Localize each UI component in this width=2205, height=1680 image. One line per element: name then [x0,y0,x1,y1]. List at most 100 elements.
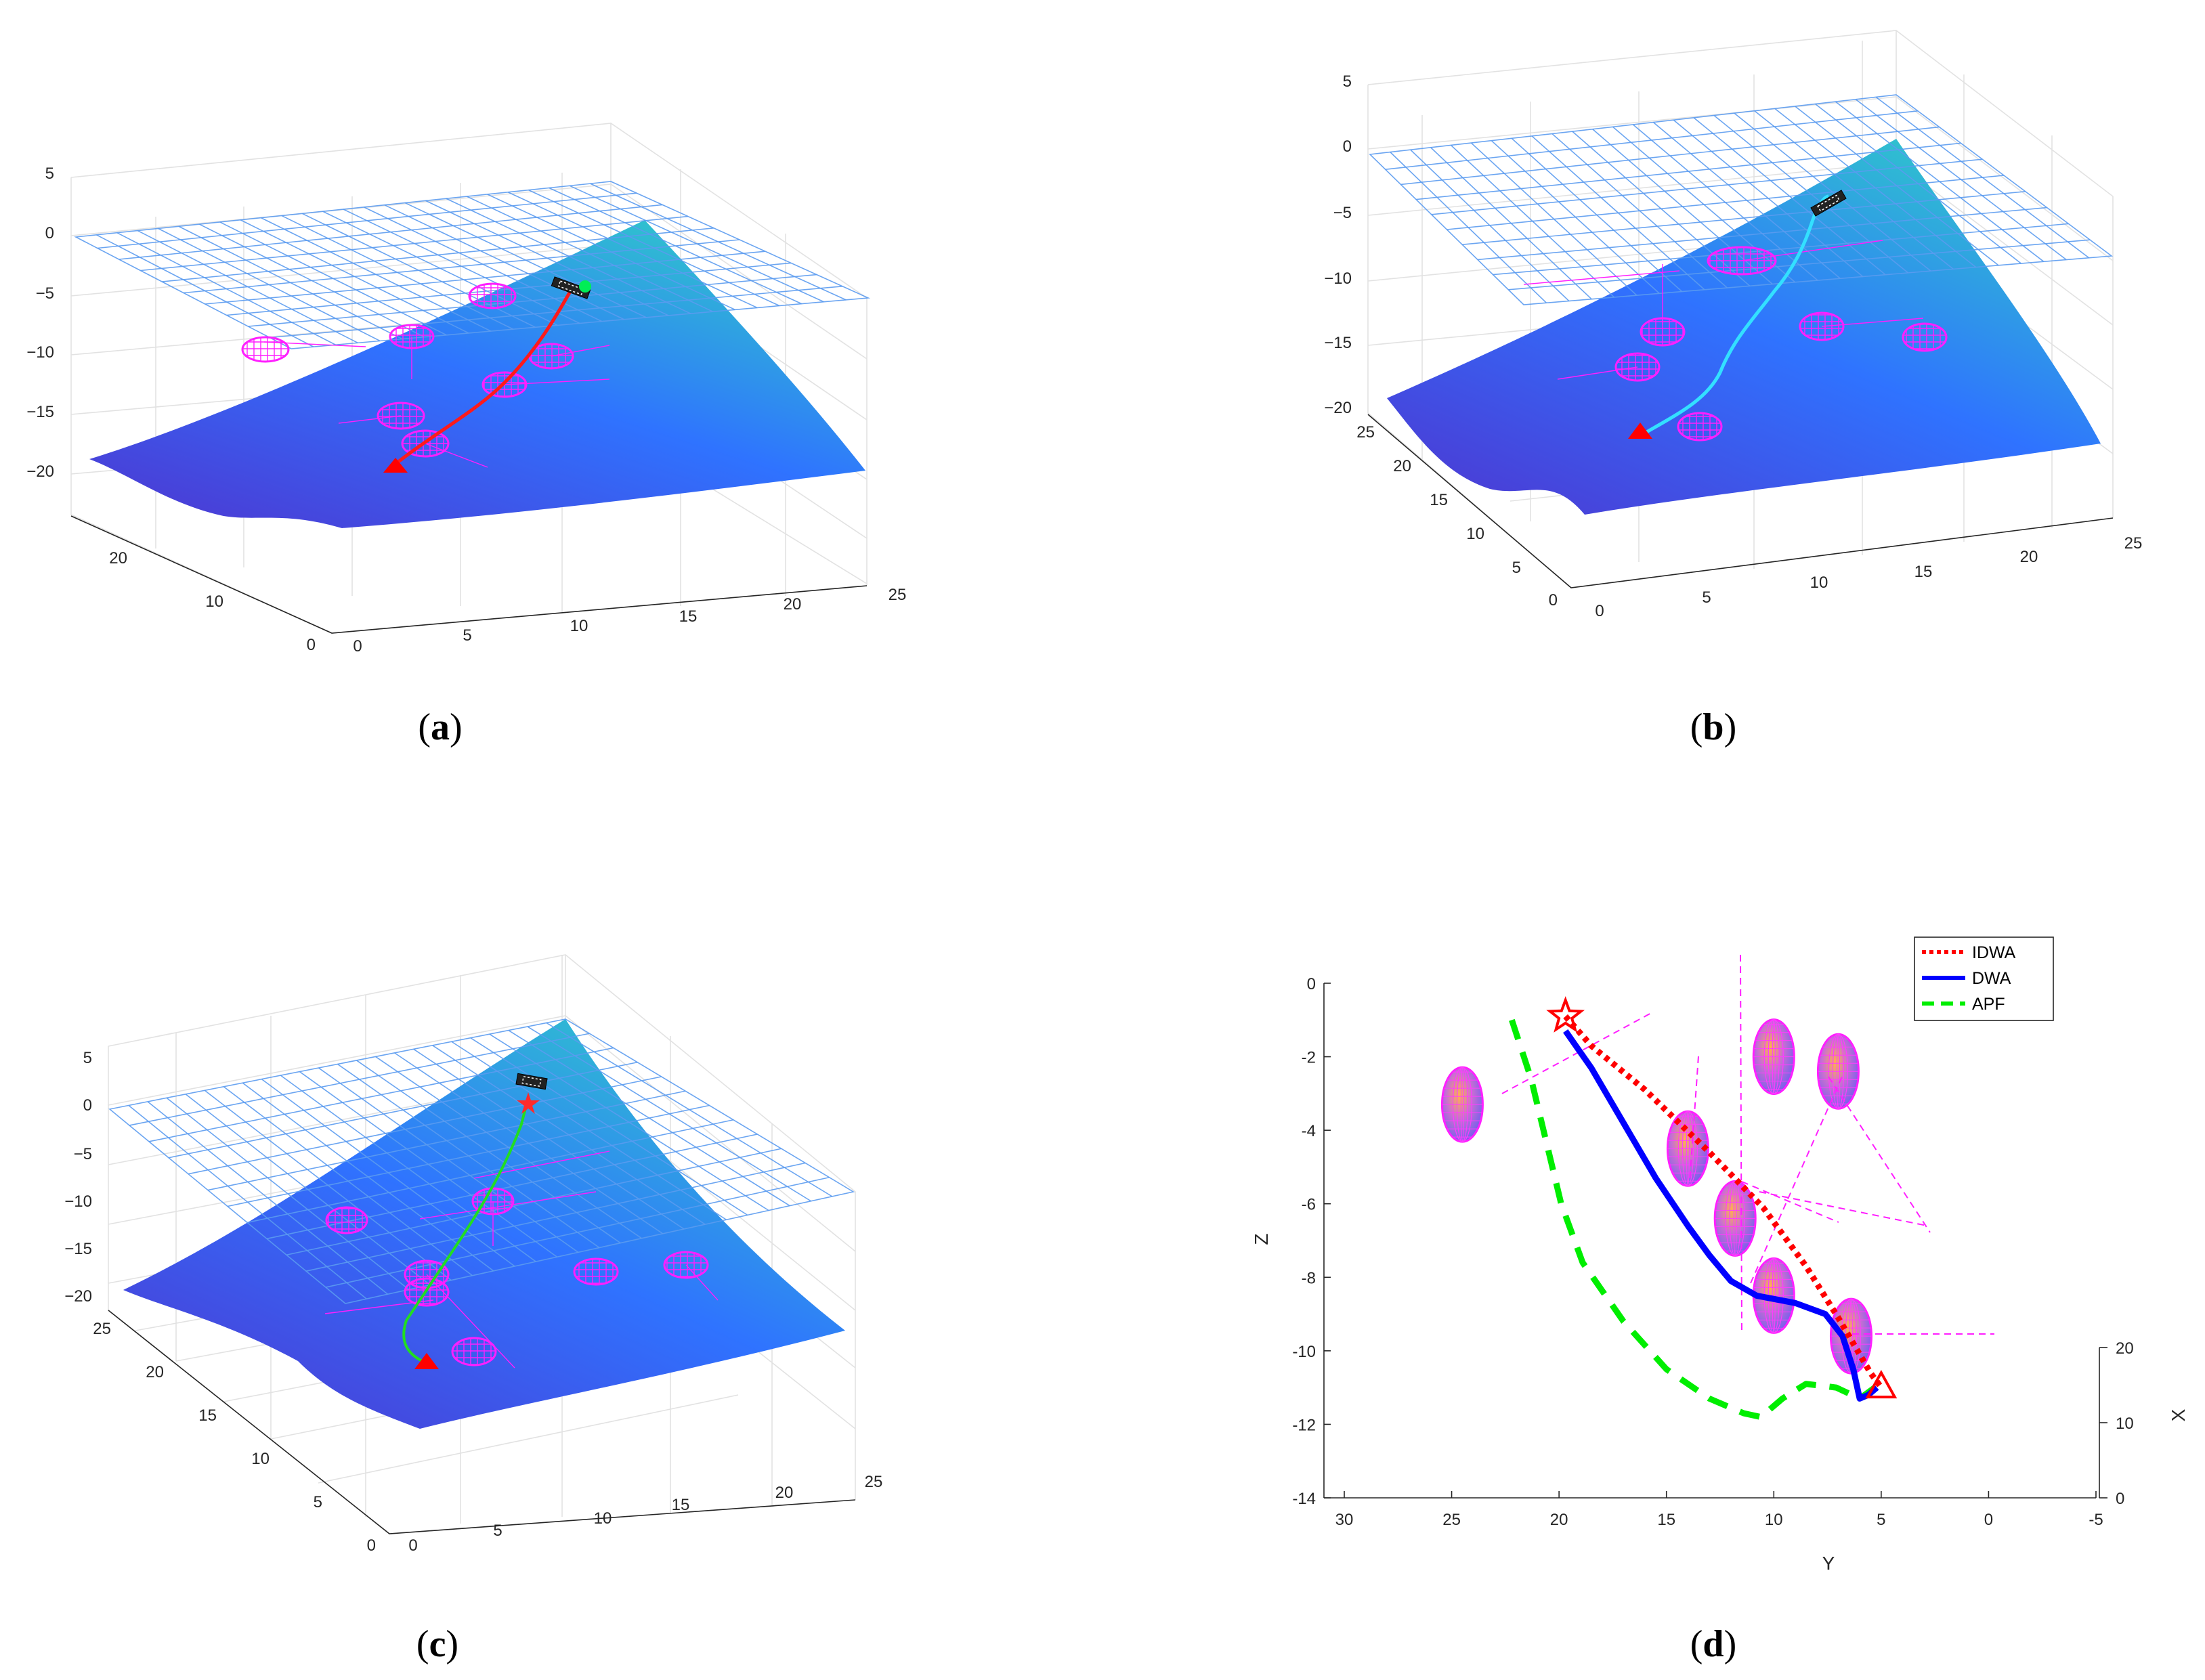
y-tick: -6 [1302,1196,1316,1214]
y-tick: 15 [198,1406,217,1425]
goal-star [517,1092,540,1114]
mesh-line [227,1104,710,1207]
panel-d-obstacles [1440,1018,1872,1375]
panel-a-path [390,286,574,469]
y-tick: -14 [1292,1490,1316,1508]
z-tick: −10 [64,1192,92,1211]
mesh-line [140,215,689,272]
x-tick: 20 [775,1484,794,1502]
obstacle-sphere [1677,412,1723,441]
y-tick: -4 [1302,1122,1316,1140]
start-marker [1628,423,1652,439]
x-axis-label: Y [1822,1553,1835,1574]
panel-d-ticks: 30 25 20 15 10 5 0 -5 0 -2 -4 -6 -8 -10 -12 -14 0 10 20 [1292,975,2133,1529]
mesh-line [1508,239,2091,290]
start-triangle [1865,1370,1898,1399]
y-axis-label: Z [1251,1233,1272,1245]
drone-icon [551,276,591,299]
drone-icon [1810,190,1847,217]
mesh-line [129,1033,590,1126]
x-tick: 15 [672,1496,690,1514]
goal-marker [579,280,591,293]
panel-c: 5 0 −5 −10 −15 −20 0 5 10 15 20 25 0 5 1… [64,954,883,1665]
z-tick: −5 [74,1145,92,1163]
panel-b-plane [1369,94,2114,305]
z-tick: 0 [1343,137,1352,156]
depth-tick: 0 [2116,1490,2124,1508]
z-tick: −10 [26,343,54,362]
mesh-line [97,192,637,249]
y-tick: -10 [1292,1343,1316,1361]
obstacle-sphere [325,1206,368,1234]
mesh-line [162,228,714,282]
z-tick: 5 [45,165,54,183]
panel-b-surface [1387,139,2101,515]
x-tick: 0 [1984,1511,1993,1529]
panel-b-plane-mesh [1385,96,2091,303]
panel-b-ticks: 5 0 −5 −10 −15 −20 0 5 10 15 20 25 0 5 1… [1324,72,2142,620]
panel-b: 5 0 −5 −10 −15 −20 0 5 10 15 20 25 0 5 1… [1324,30,2142,748]
y-tick: 10 [251,1450,270,1468]
caption-a: (a) [418,706,462,748]
x-tick: 0 [353,637,362,655]
x-tick: 20 [1550,1511,1568,1529]
obstacle-sphere [451,1337,497,1366]
y-tick: 0 [1549,591,1558,609]
z-tick: −5 [1333,204,1352,222]
z-tick: 5 [83,1049,92,1067]
mesh-line [1447,175,2005,230]
legend-label-apf: APF [1972,995,2005,1014]
y-tick: 25 [1356,423,1375,441]
y-tick: 10 [205,593,223,611]
x-tick: 25 [2124,534,2143,553]
x-tick: 5 [1877,1511,1885,1529]
z-tick: −15 [1324,334,1352,352]
x-tick: -5 [2089,1511,2103,1529]
y-tick: 0 [367,1536,376,1555]
z-tick: −5 [36,284,54,303]
caption-d: (d) [1690,1623,1736,1665]
depth-tick: 10 [2116,1415,2134,1433]
mesh-line [247,1119,734,1224]
start-marker [383,458,408,473]
caption-b: (b) [1690,706,1736,748]
goal-star [1546,996,1585,1033]
mesh-line [305,1162,806,1272]
mesh-line [183,239,740,294]
panel-d-series [1509,1014,1884,1421]
x-tick: 25 [1442,1511,1461,1529]
obstacle-sphere [1902,322,1948,352]
mesh-line [205,251,766,305]
panel-d-markers [1546,996,1898,1399]
z-tick: −15 [26,403,54,421]
mesh-line [168,1061,638,1159]
obstacle-ellipsoid [1816,1033,1860,1110]
mesh-line [1477,207,2047,261]
y-tick: -2 [1302,1049,1316,1067]
x-tick: 10 [570,617,588,635]
y-tick: 0 [1307,975,1316,993]
obstacle-ellipsoid [1440,1066,1484,1143]
x-tick: 25 [865,1473,883,1491]
mesh-line [1385,110,1918,170]
mesh-line [119,204,663,260]
panel-a: 5 0 −5 −10 −15 −20 0 10 20 0 5 10 15 20 … [26,123,906,748]
obstacle-ellipsoid [1713,1180,1757,1257]
panel-c-path [402,1096,530,1364]
start-marker [414,1353,439,1369]
legend-label-idwa: IDWA [1972,943,2016,962]
obstacle-sphere [468,282,517,309]
mesh-line [248,274,817,327]
mesh-line [270,286,843,339]
x-tick: 5 [1702,588,1711,607]
x-tick: 5 [493,1522,502,1540]
z-tick: −20 [64,1287,92,1306]
y-tick: -12 [1292,1416,1316,1434]
mesh-line [1493,223,2069,276]
z-tick: −10 [1324,270,1352,288]
obstacle-ellipsoid [1666,1110,1709,1187]
x-tick: 10 [594,1509,612,1528]
x-tick: 10 [1810,574,1828,592]
y-tick: 5 [1512,559,1521,577]
